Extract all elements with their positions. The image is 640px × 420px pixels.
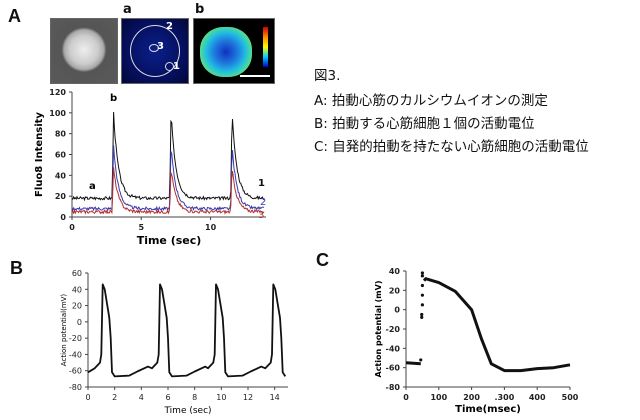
y-tick-label: 40	[55, 171, 67, 180]
upstroke-dot	[420, 293, 424, 297]
roi-label-2: 2	[166, 21, 173, 32]
caption-line-a: A: 拍動心筋のカルシウムイオンの測定	[314, 93, 548, 109]
y-tick-label: 0	[394, 306, 400, 315]
x-axis-label: Time (sec)	[137, 234, 202, 247]
x-tick-label: 100	[430, 393, 447, 402]
upstroke-dot	[420, 274, 424, 278]
cell-heatmap	[200, 27, 252, 77]
x-tick-label: 14	[270, 393, 280, 402]
annotation-a: a	[89, 181, 96, 192]
upstroke-dot	[419, 358, 423, 362]
calcium-heatmap-image	[193, 18, 275, 84]
x-tick-label: 400	[529, 393, 546, 402]
x-tick-label: .300	[495, 393, 515, 402]
color-scale-bar	[263, 27, 268, 67]
panel-label-b: B	[10, 258, 23, 278]
y-tick-label: 40	[72, 285, 82, 294]
y-tick-label: -80	[69, 383, 82, 392]
image-label-a: a	[123, 2, 132, 17]
upstroke-dot	[420, 315, 424, 319]
y-tick-label: 0	[77, 318, 82, 327]
y-axis-label: Action potential (mV)	[374, 281, 383, 378]
y-tick-label: 60	[55, 151, 67, 160]
brightfield-cell-image	[50, 18, 118, 84]
roi-circle-2	[130, 25, 180, 77]
y-tick-label: 120	[49, 88, 66, 97]
y-tick-label: -20	[69, 334, 82, 343]
upstroke-dot	[420, 303, 424, 307]
y-tick-label: 40	[389, 267, 401, 276]
y-tick-label: 100	[49, 109, 66, 118]
x-tick-label: 200	[463, 393, 480, 402]
x-tick-label: 5	[138, 223, 144, 232]
upstroke-dot	[420, 283, 424, 288]
series-label-3: 3	[258, 210, 264, 221]
trace-3	[71, 167, 265, 215]
caption-line-b: B: 拍動する心筋細胞１個の活動電位	[314, 116, 535, 132]
roi-fluorescence-image: 2 3 1	[121, 18, 189, 84]
scale-bar	[240, 75, 270, 77]
image-label-b: b	[195, 2, 205, 17]
x-tick-label: 10	[216, 393, 226, 402]
x-tick-label: 4	[139, 393, 144, 402]
y-axis-label: Fluo8 Intensity	[34, 112, 45, 197]
roi-label-3: 3	[157, 41, 164, 52]
x-tick-label: 0	[69, 223, 75, 232]
y-tick-label: -20	[386, 325, 401, 334]
x-axis-label: Time(msec)	[455, 404, 521, 415]
x-tick-label: 10	[205, 223, 217, 232]
y-tick-label: -60	[386, 364, 401, 373]
upstroke-dot	[420, 271, 424, 275]
action-potential-trace	[87, 283, 287, 378]
x-tick-label: 2	[112, 393, 117, 402]
y-tick-label: 0	[60, 213, 66, 222]
x-tick-label: 500	[562, 393, 579, 402]
x-tick-label: 0	[403, 393, 409, 402]
caption-title: 図3.	[314, 68, 341, 84]
y-tick-label: 60	[72, 269, 82, 278]
upstroke-dot	[420, 312, 424, 317]
roi-circle-3	[149, 44, 159, 52]
series-label-1: 1	[258, 178, 265, 189]
y-tick-label: -40	[386, 344, 401, 353]
series-label-2: 2	[260, 197, 266, 208]
panel-label-a: A	[8, 6, 21, 26]
y-tick-label: -40	[69, 350, 82, 359]
y-tick-label: 80	[55, 130, 67, 139]
y-tick-label: 20	[55, 192, 67, 201]
action-potential-trace	[405, 277, 571, 373]
annotation-b: b	[110, 93, 117, 104]
y-tick-label: -60	[69, 367, 82, 376]
y-tick-label: -80	[386, 383, 401, 392]
panel-label-c: C	[316, 250, 329, 270]
caption-line-c: C: 自発的拍動を持たない心筋細胞の活動電位	[314, 139, 589, 155]
roi-circle-1	[165, 62, 174, 71]
x-tick-label: 8	[192, 393, 197, 402]
roi-label-1: 1	[173, 61, 180, 72]
trace-2	[71, 145, 265, 212]
y-tick-label: 20	[389, 286, 401, 295]
x-tick-label: 0	[85, 393, 90, 402]
y-tick-label: 20	[72, 302, 82, 311]
x-tick-label: 6	[165, 393, 170, 402]
trace-1	[71, 111, 265, 202]
x-tick-label: 12	[243, 393, 253, 402]
y-axis-label: Action potential(mV)	[60, 294, 68, 367]
x-axis-label: Time (sec)	[163, 406, 211, 416]
